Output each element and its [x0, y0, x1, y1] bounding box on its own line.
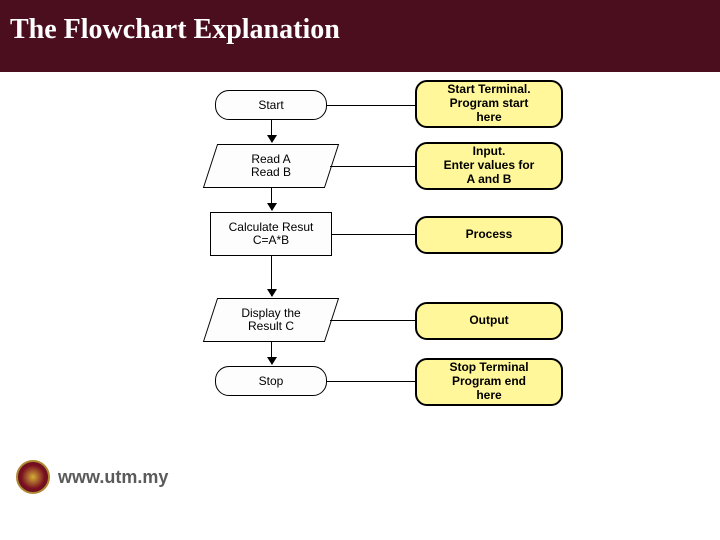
label-stop: Stop Terminal Program end here — [415, 358, 563, 406]
label-calc-1: Process — [466, 228, 513, 242]
flowchart-stop-text: Stop — [259, 374, 284, 388]
slide-header: The Flowchart Explanation — [0, 0, 720, 72]
flowchart-stop: Stop — [215, 366, 327, 396]
utm-logo-icon — [16, 460, 50, 494]
label-read-3: A and B — [467, 173, 512, 187]
label-start: Start Terminal. Program start here — [415, 80, 563, 128]
flowchart-read: Read A Read B — [210, 144, 332, 188]
arrow-read-calc — [271, 188, 272, 210]
arrow-display-stop — [271, 342, 272, 364]
arrow-start-read — [271, 120, 272, 142]
footer-url: www.utm.my — [58, 467, 168, 488]
connector-display — [330, 320, 415, 321]
label-start-2: Program start — [450, 97, 529, 111]
connector-stop — [327, 381, 415, 382]
flowchart-read-text2: Read B — [251, 166, 291, 179]
label-calc: Process — [415, 216, 563, 254]
label-stop-1: Stop Terminal — [449, 361, 528, 375]
slide-content: Start Read A Read B Calculate Resut C=A*… — [0, 72, 720, 502]
label-start-1: Start Terminal. — [447, 83, 530, 97]
connector-read — [330, 166, 415, 167]
label-read: Input. Enter values for A and B — [415, 142, 563, 190]
label-stop-3: here — [476, 389, 501, 403]
flowchart-start-text: Start — [258, 98, 283, 112]
label-read-1: Input. — [473, 145, 506, 159]
connector-calc — [332, 234, 415, 235]
label-display: Output — [415, 302, 563, 340]
flowchart-calc-text2: C=A*B — [253, 234, 289, 247]
slide-footer: www.utm.my — [16, 460, 168, 494]
flowchart-display-text2: Result C — [248, 320, 294, 333]
label-display-1: Output — [469, 314, 508, 328]
slide-title: The Flowchart Explanation — [10, 14, 710, 46]
label-start-3: here — [476, 111, 501, 125]
flowchart-start: Start — [215, 90, 327, 120]
arrow-calc-display — [271, 256, 272, 296]
label-stop-2: Program end — [452, 375, 526, 389]
flowchart-display: Display the Result C — [210, 298, 332, 342]
connector-start — [327, 105, 415, 106]
label-read-2: Enter values for — [444, 159, 535, 173]
flowchart-calc: Calculate Resut C=A*B — [210, 212, 332, 256]
